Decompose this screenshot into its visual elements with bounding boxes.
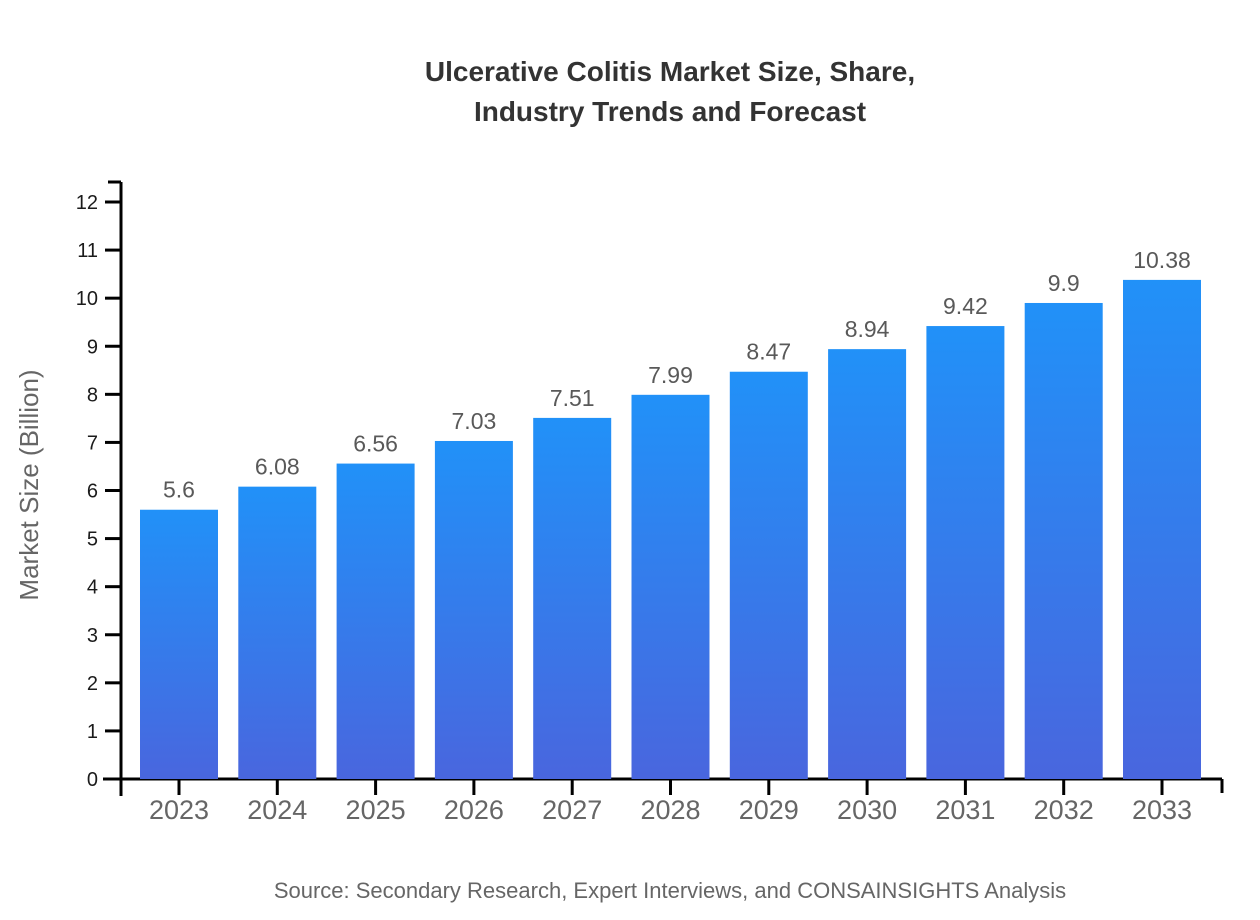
bar — [631, 394, 710, 779]
y-tick-label: 4 — [87, 577, 98, 599]
x-tick-label: 2027 — [542, 795, 602, 825]
bar — [926, 326, 1005, 779]
x-tick-label: 2030 — [837, 795, 897, 825]
bar-value-label: 8.94 — [845, 316, 890, 342]
x-tick-label: 2025 — [346, 795, 406, 825]
y-tick-label: 2 — [87, 673, 98, 695]
x-tick-label: 2033 — [1132, 795, 1192, 825]
x-tick-label: 2031 — [935, 795, 995, 825]
bar-value-label: 9.9 — [1048, 270, 1080, 296]
bar-value-label: 8.47 — [746, 339, 791, 365]
bar — [1123, 279, 1201, 779]
bar-value-label: 7.99 — [648, 362, 693, 388]
x-tick-label: 2024 — [247, 795, 307, 825]
bar-value-label: 6.08 — [255, 454, 300, 480]
chart-title-line-2: Industry Trends and Forecast — [473, 96, 867, 127]
bar — [1024, 302, 1103, 779]
bar — [336, 463, 415, 779]
x-tick-label: 2028 — [640, 795, 700, 825]
chart-title-line-1: Ulcerative Colitis Market Size, Share, — [424, 56, 916, 87]
bar-value-label: 6.56 — [353, 431, 398, 457]
y-tick-label: 5 — [87, 529, 98, 551]
x-tick-label: 2032 — [1034, 795, 1094, 825]
y-tick-label: 0 — [87, 769, 98, 791]
bar-value-label: 7.03 — [452, 408, 497, 434]
y-tick-label: 10 — [76, 288, 98, 310]
bar-value-label: 7.51 — [550, 385, 595, 411]
y-tick-label: 9 — [87, 336, 98, 358]
bar-value-label: 10.38 — [1133, 247, 1191, 273]
bar — [434, 440, 513, 779]
x-tick-label: 2023 — [149, 795, 209, 825]
y-tick-label: 7 — [87, 432, 98, 454]
x-tick-label: 2026 — [444, 795, 504, 825]
bar — [828, 349, 907, 779]
bar — [140, 509, 218, 779]
bar-value-label: 9.42 — [943, 293, 988, 319]
bar-value-label: 5.6 — [163, 477, 195, 503]
bar — [729, 371, 808, 779]
y-axis-title: Market Size (Billion) — [14, 369, 44, 600]
bar — [533, 417, 612, 779]
y-tick-label: 1 — [87, 721, 98, 743]
y-tick-label: 11 — [77, 240, 98, 262]
y-tick-label: 12 — [76, 192, 98, 214]
y-tick-label: 6 — [87, 481, 98, 503]
bar — [238, 486, 317, 779]
source-caption: Source: Secondary Research, Expert Inter… — [273, 878, 1067, 903]
y-tick-label: 3 — [87, 625, 98, 647]
y-tick-label: 8 — [87, 384, 98, 406]
chart-title: Ulcerative Colitis Market Size, Share, I… — [80, 52, 1260, 132]
x-tick-label: 2029 — [739, 795, 799, 825]
